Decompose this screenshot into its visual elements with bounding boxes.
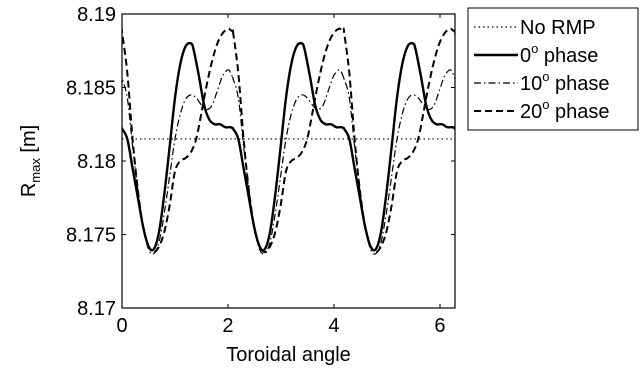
x-tick-label: 0 bbox=[116, 315, 127, 337]
legend-label-10-phase: 10o phase bbox=[520, 69, 610, 95]
series-line-10-phase bbox=[122, 69, 455, 255]
series-line-0-phase bbox=[122, 41, 455, 252]
y-tick-label: 8.17 bbox=[77, 298, 116, 320]
x-tick-label: 2 bbox=[222, 315, 233, 337]
x-axis-label: Toroidal angle bbox=[226, 344, 351, 366]
y-tick-label: 8.185 bbox=[66, 78, 116, 100]
label-layer: Toroidal angle Rmax [m] bbox=[18, 125, 351, 366]
series-line-20-phase bbox=[122, 27, 455, 254]
y-axis-label: Rmax [m] bbox=[18, 125, 43, 197]
plot-area bbox=[121, 13, 456, 309]
tick-layer: 0 2 4 6 8.17 8.175 8.18 8.185 8.19 bbox=[66, 4, 455, 337]
y-tick-label: 8.18 bbox=[77, 151, 116, 173]
legend-box bbox=[467, 7, 639, 131]
legend-label-20-phase: 20o phase bbox=[520, 97, 610, 123]
x-tick-label: 4 bbox=[328, 315, 339, 337]
y-tick-label: 8.175 bbox=[66, 225, 116, 247]
y-tick-label: 8.19 bbox=[77, 4, 116, 26]
series-layer bbox=[122, 27, 455, 255]
legend-label-0-phase: 0o phase bbox=[520, 41, 598, 67]
legend-label-no-rmp: No RMP bbox=[520, 17, 596, 39]
x-tick-label: 6 bbox=[434, 315, 445, 337]
